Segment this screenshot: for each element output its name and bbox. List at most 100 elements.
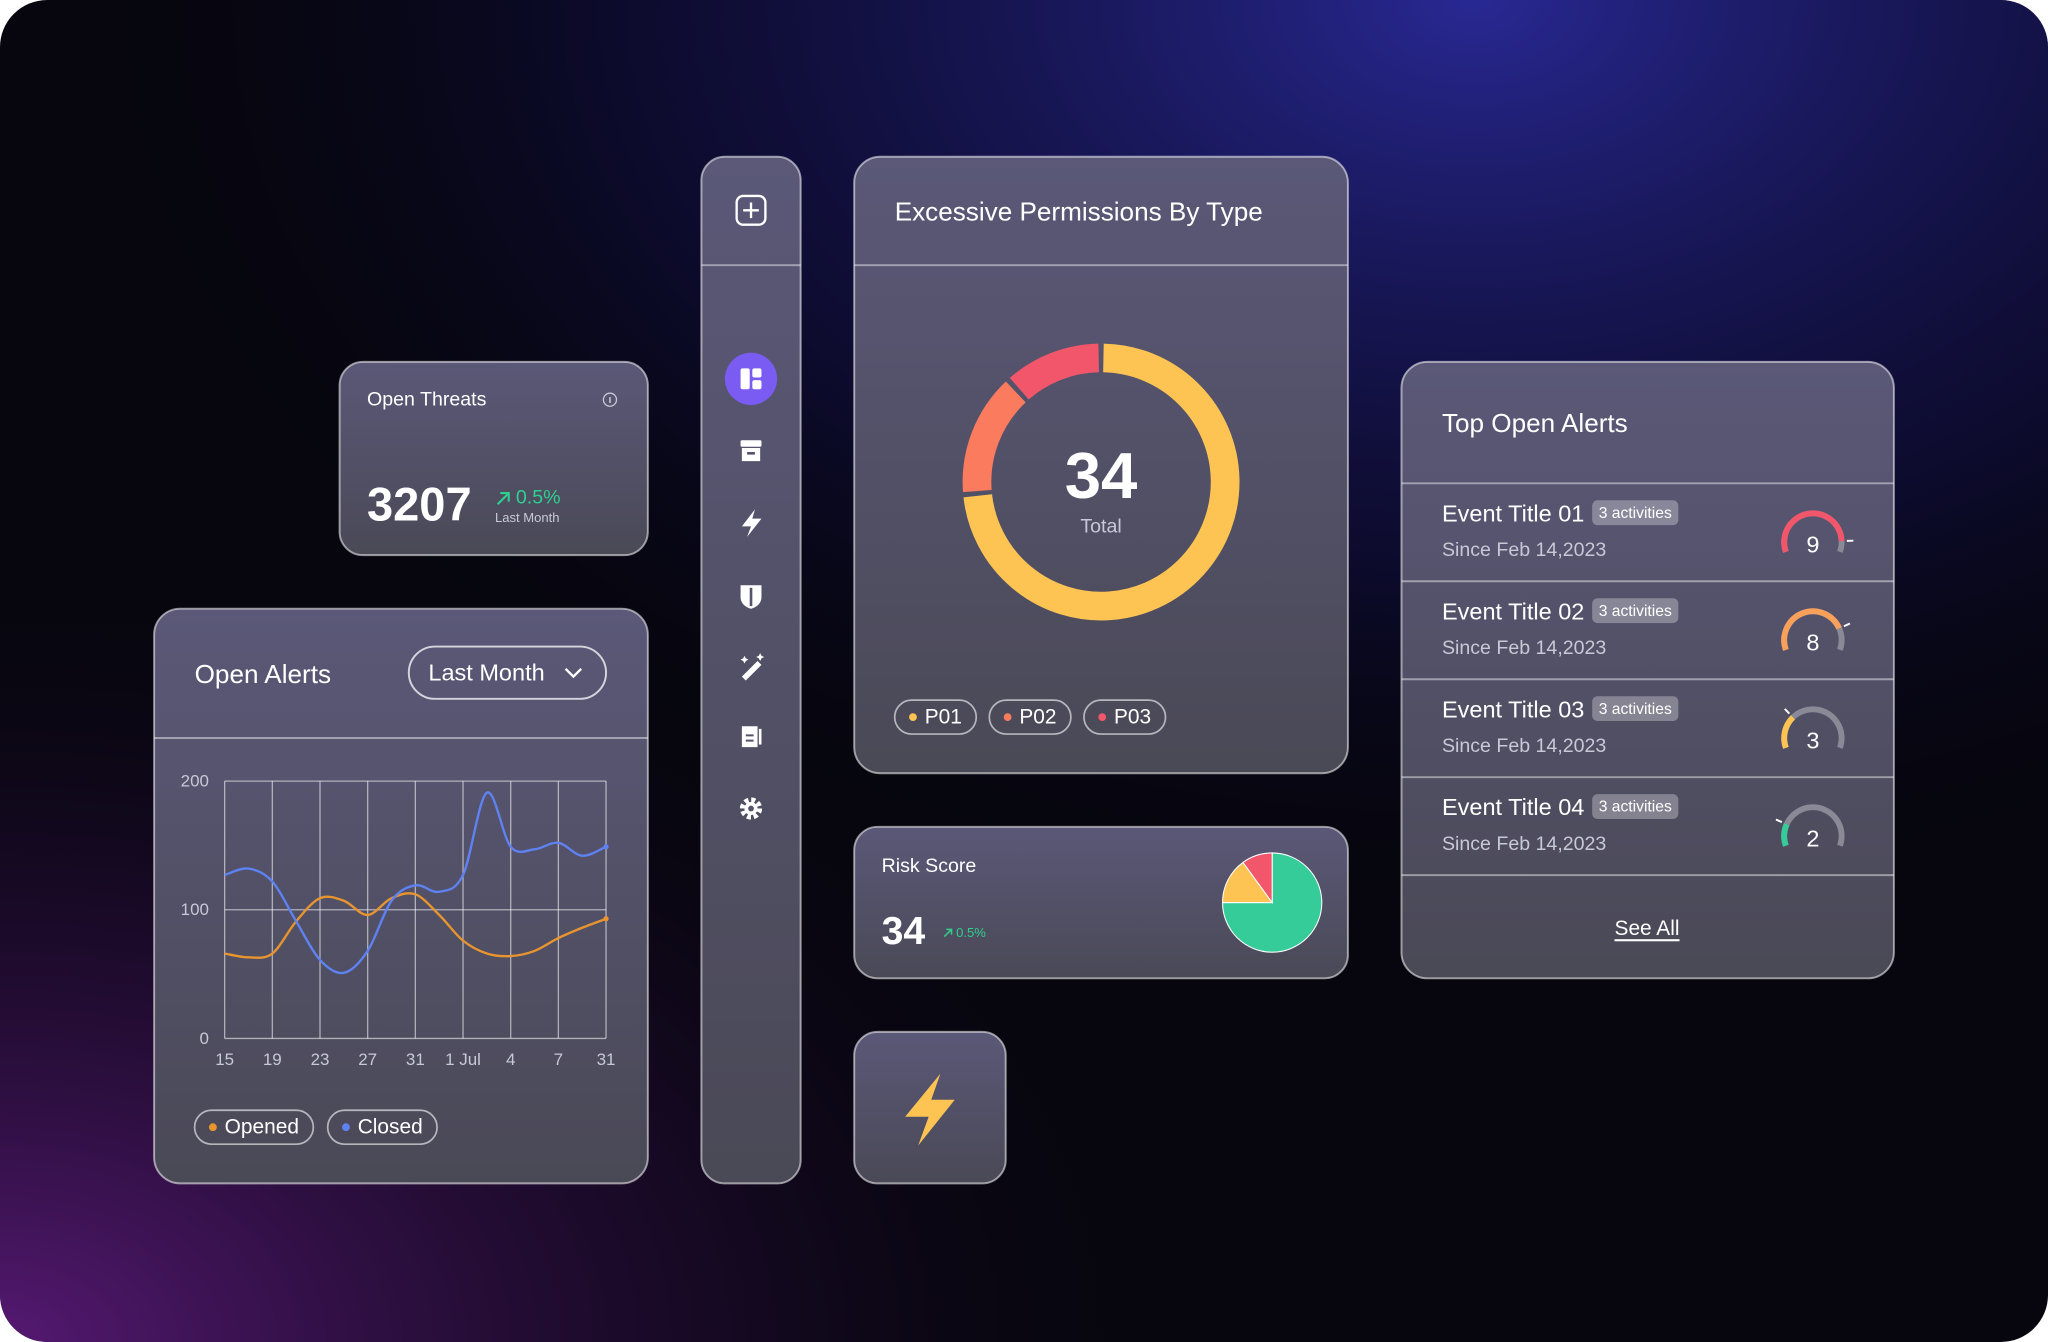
alert-row[interactable]: Event Title 04 3 activities Since Feb 14,2… [1442,794,1845,855]
legend-dot [1098,713,1107,722]
legend-label: P02 [1019,706,1056,729]
legend-dot [342,1123,350,1132]
legend-item[interactable]: Closed [326,1109,438,1146]
card [853,825,1349,980]
legend-dot [909,713,917,722]
alert-title: Event Title 03 [1442,696,1584,722]
line-end [603,844,609,850]
x-tick-label: 1 Jul [445,1050,481,1069]
donut-segment [962,381,1026,493]
alert-since: Since Feb 14,2023 [1442,735,1606,757]
nav-magic[interactable] [740,653,765,681]
line-end [603,916,609,922]
risk-change: 0.5% [956,925,986,940]
activity-badge [1592,794,1679,819]
risk-score-card: Risk Score 34 0.5% [853,825,1349,980]
gauge-pointer [1775,818,1783,824]
donut-total-label: Total [1080,515,1121,537]
alert-title: Event Title 02 [1442,598,1584,624]
x-tick-label: 19 [263,1050,282,1069]
activity-badge-label: 3 activities [1599,701,1672,718]
gauge-value [1781,510,1845,553]
alert-row[interactable]: Event Title 01 3 activities Since Feb 14,2… [1442,500,1854,561]
open-threats-card: Open Threats 3207 0.5% Last Month [338,360,649,557]
activity-badge [1592,696,1679,722]
legend-pill [988,699,1072,735]
alert-row[interactable]: Event Title 03 3 activities Since Feb 14,2… [1442,696,1845,757]
x-tick-label: 27 [358,1050,377,1069]
gauge-value [1781,715,1796,749]
alert-since: Since Feb 14,2023 [1442,539,1606,561]
legend-pill [893,699,978,735]
x-tick-label: 31 [406,1050,425,1069]
y-tick-label: 100 [181,900,209,919]
quick-action-card[interactable] [853,1030,1007,1185]
activity-badge-label: 3 activities [1599,603,1672,620]
nav-dashboard[interactable] [724,352,778,405]
y-tick-label: 200 [181,772,209,791]
legend-pill [326,1109,438,1146]
card-title: Excessive Permissions By Type [895,197,1263,227]
permissions-card: Excessive Permissions By Type 34 Total P… [853,155,1349,775]
alert-title: Event Title 01 [1442,500,1584,526]
see-all-link[interactable]: See All [1615,917,1680,940]
nav-reports[interactable] [741,726,762,748]
activity-badge [1592,500,1679,526]
x-tick-label: 31 [597,1050,616,1069]
x-tick-label: 7 [554,1050,563,1069]
legend-dot [208,1123,217,1132]
add-button[interactable] [735,194,767,226]
legend-item[interactable]: Opened [193,1109,315,1146]
card-title: Open Alerts [195,659,331,689]
gauge-score: 9 [1806,532,1819,558]
donut-segment [1009,343,1100,400]
activity-badge [1592,598,1679,624]
legend-label: P01 [925,706,962,729]
bolt-icon [905,1073,955,1146]
alert-since: Since Feb 14,2023 [1442,637,1606,659]
nav-archive[interactable] [740,440,762,462]
y-tick-label: 0 [200,1029,209,1048]
metric-value: 3207 [367,478,472,531]
nav-shield[interactable] [740,585,762,609]
info-icon[interactable] [602,392,618,407]
alert-row[interactable]: Event Title 02 3 activities Since Feb 14,2… [1442,598,1851,659]
pie-slice [1242,852,1273,905]
activity-badge-label: 3 activities [1599,799,1672,816]
card [153,607,649,1185]
dropdown-label: Last Month [428,660,544,686]
legend-dot [1003,713,1012,722]
x-tick-label: 15 [215,1050,234,1069]
legend-label: P03 [1114,706,1151,729]
top-alerts-card: Top Open Alerts See All Event Title 01 3 … [1400,360,1895,980]
pie-slice [1222,852,1323,953]
trend-arrow [943,928,953,938]
open-alerts-card: Open Alerts Last Month 0 100 200 15 19 23 27 31… [153,607,649,1185]
card-title: Risk Score [882,855,977,877]
gauge-value [1781,823,1790,847]
card-title: Top Open Alerts [1442,408,1628,438]
card [853,155,1349,775]
sidebar [700,155,802,1185]
period-dropdown[interactable]: Last Month [407,645,608,700]
donut-segment [963,343,1240,621]
metric-change: 0.5% [516,487,561,509]
legend-item[interactable]: P01 [893,699,978,735]
trend-arrow [496,492,510,505]
card-title: Open Threats [367,389,487,411]
line-series [224,791,607,975]
legend-item[interactable]: P02 [988,699,1072,735]
gauge-pointer [1784,708,1791,715]
nav-settings[interactable] [739,797,763,820]
nav-events[interactable] [741,509,762,537]
x-tick-label: 23 [311,1050,330,1069]
donut-total: 34 [1065,439,1138,512]
legend-pill [1083,699,1167,735]
metric-period: Last Month [495,510,560,525]
x-tick-label: 4 [506,1050,515,1069]
legend-item[interactable]: P03 [1083,699,1167,735]
card [338,360,649,557]
alert-title: Event Title 04 [1442,794,1584,820]
gauge-value [1781,608,1842,651]
